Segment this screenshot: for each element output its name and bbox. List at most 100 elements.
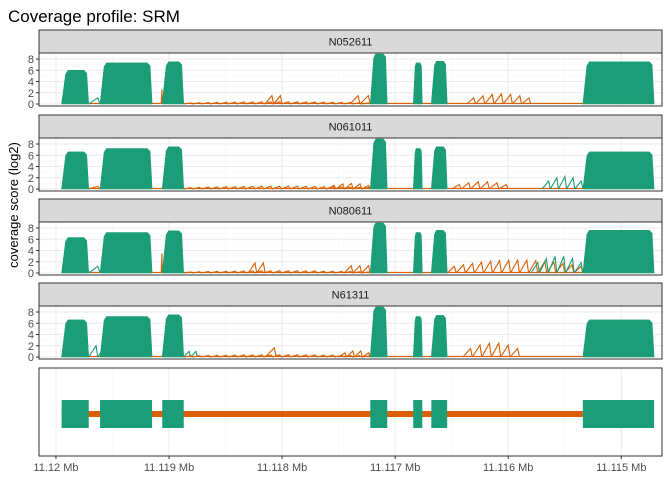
panel-border <box>38 52 663 107</box>
intron-coverage <box>530 256 584 274</box>
intron-coverage <box>183 270 371 274</box>
gene-exon <box>413 400 423 428</box>
chart-title: Coverage profile: SRM <box>8 7 180 26</box>
panel-border <box>38 137 663 192</box>
exon-coverage <box>99 232 153 274</box>
facet-label: N052611 <box>329 37 373 49</box>
exon-coverage <box>161 314 185 358</box>
intron-coverage <box>183 354 371 358</box>
gene-panel-border <box>38 367 663 457</box>
exon-coverage <box>430 61 448 105</box>
x-tick-label: 11.118 Mb <box>257 462 307 474</box>
x-tick-label: 11.12 Mb <box>33 462 78 474</box>
exon-coverage <box>99 148 153 190</box>
exon-coverage <box>99 62 153 105</box>
facet-label: N061011 <box>329 122 373 134</box>
x-tick-label: 11.117 Mb <box>370 462 420 474</box>
intron-coverage <box>264 346 277 358</box>
exon-coverage <box>430 146 448 190</box>
y-tick-label: 4 <box>28 77 34 89</box>
y-tick-label: 2 <box>28 257 34 269</box>
intron-coverage <box>338 349 371 358</box>
exon-coverage <box>582 230 655 274</box>
panel-border <box>38 221 663 276</box>
y-tick-label: 6 <box>28 234 34 246</box>
y-tick-label: 2 <box>28 173 34 185</box>
exon-coverage <box>61 70 90 105</box>
y-tick-label: 0 <box>28 99 34 111</box>
exon-coverage <box>412 62 423 105</box>
y-tick-label: 0 <box>28 352 34 364</box>
x-tick-label: 11.116 Mb <box>483 462 533 474</box>
exon-coverage <box>61 319 90 358</box>
gene-exon <box>582 400 655 428</box>
y-tick-label: 8 <box>28 139 34 151</box>
gene-exon <box>431 400 448 428</box>
exon-coverage <box>369 222 388 274</box>
x-tick-label: 11.115 Mb <box>596 462 646 474</box>
intron-coverage <box>349 94 371 105</box>
gene-exon <box>370 400 388 428</box>
y-tick-label: 0 <box>28 268 34 280</box>
intron-coverage <box>327 182 371 190</box>
y-tick-label: 8 <box>28 54 34 66</box>
exon-coverage <box>369 306 388 358</box>
y-tick-label: 6 <box>28 150 34 162</box>
exon-coverage <box>582 151 655 190</box>
exon-coverage <box>412 148 423 190</box>
facet-label: N61311 <box>332 290 370 302</box>
y-tick-label: 2 <box>28 341 34 353</box>
x-tick-label: 11.119 Mb <box>144 462 194 474</box>
exon-coverage <box>161 146 185 190</box>
exon-coverage <box>430 315 448 358</box>
exon-coverage <box>61 237 90 274</box>
panel-border <box>38 305 663 360</box>
intron-coverage <box>160 89 163 105</box>
exon-coverage <box>61 151 90 190</box>
intron-coverage <box>264 94 283 105</box>
intron-coverage <box>160 253 163 274</box>
exon-coverage <box>582 61 655 105</box>
y-tick-label: 4 <box>28 162 34 174</box>
gene-model-panel <box>38 367 663 457</box>
gene-exon <box>162 400 184 428</box>
intron-coverage <box>88 265 101 274</box>
exon-coverage <box>582 319 655 358</box>
intron-coverage <box>183 185 371 190</box>
intron-coverage <box>541 174 584 190</box>
exon-coverage <box>430 230 448 274</box>
y-tick-label: 8 <box>28 307 34 319</box>
exon-coverage <box>99 316 153 358</box>
intron-coverage <box>462 341 521 358</box>
y-tick-label: 6 <box>28 318 34 330</box>
intron-coverage <box>466 92 532 105</box>
intron-coverage <box>88 185 101 190</box>
facet-label: N080611 <box>329 206 373 218</box>
intron-coverage <box>343 264 371 274</box>
exon-coverage <box>412 232 423 274</box>
exon-coverage <box>412 316 423 358</box>
facet-panels: N05261102468N06101102468N08061102468N613… <box>28 29 663 364</box>
gene-exon <box>100 400 153 428</box>
y-axis-label: coverage score (log2) <box>6 142 21 268</box>
intron-coverage <box>183 350 198 358</box>
intron-coverage <box>247 261 266 274</box>
y-tick-label: 0 <box>28 184 34 196</box>
y-tick-label: 8 <box>28 223 34 235</box>
y-tick-label: 2 <box>28 88 34 100</box>
exon-coverage <box>369 138 388 190</box>
x-axis: 11.12 Mb 11.119 Mb 11.118 Mb 11.117 Mb 11.11… <box>33 456 646 474</box>
intron-coverage <box>451 180 509 190</box>
y-tick-label: 4 <box>28 246 34 258</box>
y-tick-label: 4 <box>28 330 34 342</box>
exon-coverage <box>369 53 388 105</box>
gene-exon <box>61 400 89 428</box>
intron-coverage <box>88 96 101 105</box>
exon-coverage <box>161 61 185 105</box>
exon-coverage <box>161 230 185 274</box>
